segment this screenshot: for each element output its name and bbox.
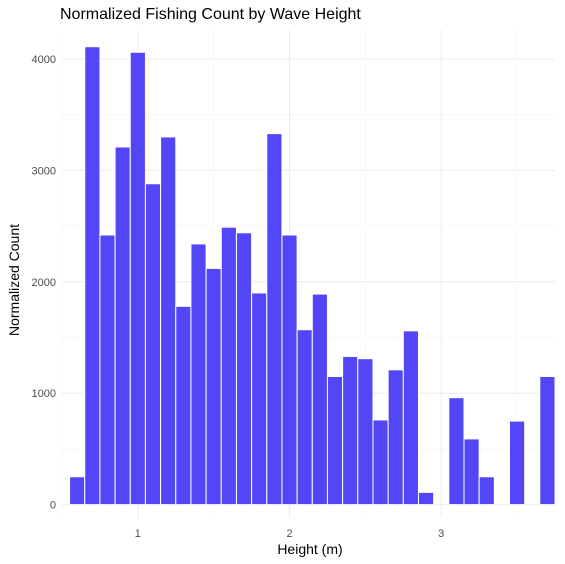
x-tick-label: 2 [286, 528, 292, 540]
histogram-bar [190, 243, 207, 506]
y-tick-labels: 0 1000 2000 3000 4000 [32, 54, 56, 512]
chart-title: Normalized Fishing Count by Wave Height [60, 6, 361, 23]
histogram-bar [311, 293, 328, 506]
y-tick-label: 3000 [32, 165, 56, 177]
histogram-bar [478, 476, 495, 506]
histogram-bar [326, 376, 344, 506]
histogram-bar [251, 292, 268, 506]
histogram-bar [220, 226, 237, 506]
y-tick-label: 4000 [32, 54, 56, 66]
histogram-bar [357, 358, 374, 506]
histogram-bar [144, 183, 162, 506]
histogram-bar [235, 232, 253, 506]
x-tick-label: 3 [438, 528, 444, 540]
bars [69, 46, 556, 506]
histogram-bar [84, 46, 101, 506]
histogram-bar [463, 438, 480, 506]
histogram-bar [160, 136, 177, 506]
histogram-bar [281, 234, 298, 506]
histogram-bar [342, 355, 359, 506]
histogram-bar [372, 419, 389, 506]
histogram-bar [266, 133, 283, 506]
histogram-bar [175, 305, 192, 506]
histogram-bar [114, 146, 131, 506]
x-axis-title: Height (m) [277, 541, 342, 557]
histogram-bar [387, 369, 404, 506]
x-tick-label: 1 [135, 528, 141, 540]
y-tick-label: 1000 [32, 388, 56, 400]
histogram-bar [417, 491, 435, 506]
x-tick-labels: 1 2 3 [135, 528, 445, 540]
histogram-bar [129, 51, 146, 506]
y-tick-label: 2000 [32, 277, 56, 289]
histogram-bar [539, 376, 556, 506]
y-axis-title: Normalized Count [6, 224, 22, 336]
histogram-bar [205, 267, 222, 506]
histogram-bar [69, 476, 86, 506]
histogram-bar [99, 234, 116, 506]
histogram-bar [402, 330, 419, 506]
histogram-bar [508, 420, 526, 506]
y-tick-label: 0 [50, 500, 56, 512]
histogram-bar [296, 329, 313, 506]
histogram-bar [448, 397, 465, 506]
